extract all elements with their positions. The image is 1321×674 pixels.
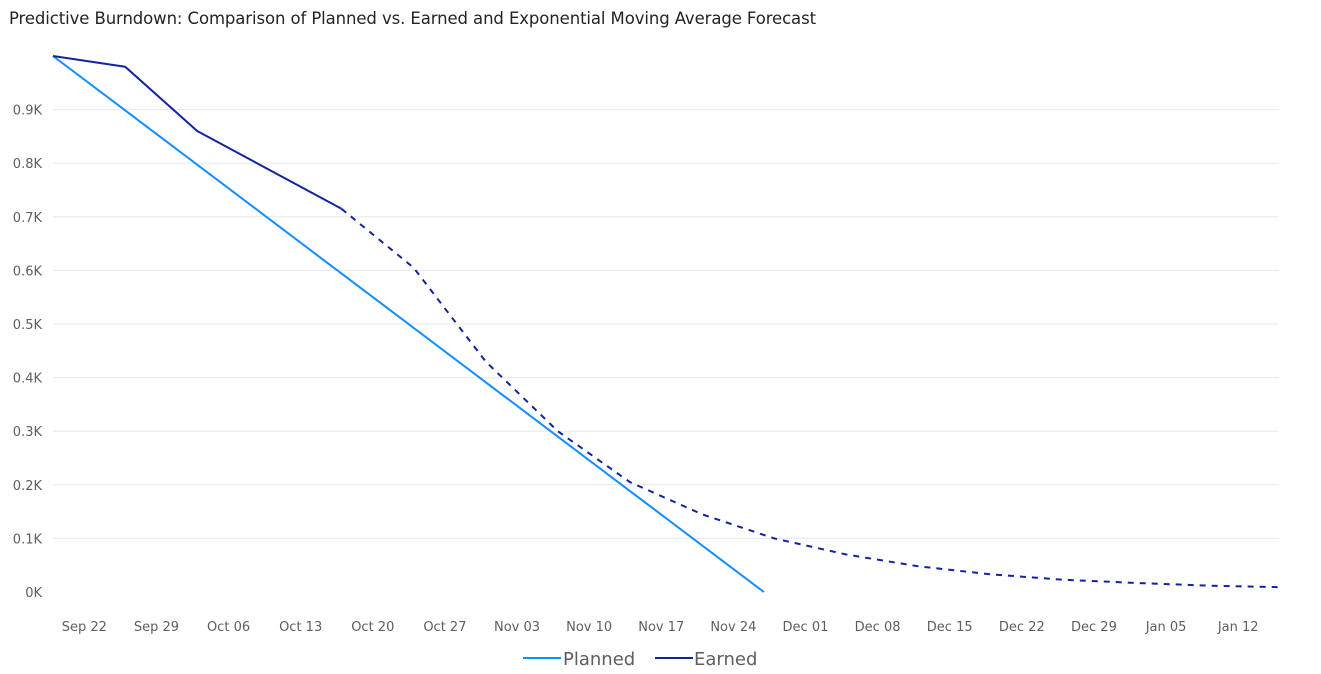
y-tick-label: 0.8K <box>13 157 43 172</box>
x-tick-label: Nov 10 <box>566 620 612 635</box>
x-tick-label: Dec 01 <box>783 620 829 635</box>
earned-line[interactable] <box>52 55 342 210</box>
legend-label-earned[interactable]: Earned <box>694 649 757 670</box>
x-tick-label: Jan 12 <box>1217 620 1259 635</box>
x-tick-label: Oct 20 <box>351 620 394 635</box>
legend[interactable]: Planned Earned <box>523 649 757 670</box>
planned-line[interactable] <box>52 55 765 593</box>
y-tick-label: 0.6K <box>13 264 43 279</box>
x-tick-label: Nov 17 <box>638 620 684 635</box>
y-tick-label: 0.2K <box>13 479 43 494</box>
x-tick-label: Dec 08 <box>855 620 901 635</box>
x-tick-label: Dec 29 <box>1071 620 1117 635</box>
x-tick-label: Oct 06 <box>207 620 250 635</box>
x-tick-label: Dec 22 <box>999 620 1045 635</box>
y-tick-label: 0K <box>25 586 42 601</box>
legend-label-planned[interactable]: Planned <box>563 649 635 670</box>
x-tick-label: Sep 29 <box>134 620 179 635</box>
x-tick-label: Jan 05 <box>1145 620 1187 635</box>
y-tick-label: 0.9K <box>13 104 43 119</box>
series <box>52 55 1280 593</box>
y-tick-label: 0.1K <box>13 532 43 547</box>
forecast-line[interactable] <box>340 208 1280 589</box>
x-tick-label: Nov 03 <box>494 620 540 635</box>
x-tick-label: Dec 15 <box>927 620 973 635</box>
y-tick-label: 0.7K <box>13 211 43 226</box>
y-tick-label: 0.5K <box>13 318 43 333</box>
grid-lines <box>53 109 1279 539</box>
y-tick-label: 0.3K <box>13 425 43 440</box>
x-axis: Sep 22 Sep 29 Oct 06 Oct 13 Oct 20 Oct 27 Nov … <box>62 620 1259 635</box>
y-tick-label: 0.4K <box>13 372 43 387</box>
x-tick-label: Oct 13 <box>279 620 322 635</box>
x-tick-label: Sep 22 <box>62 620 107 635</box>
y-axis: 0K 0.1K 0.2K 0.3K 0.4K 0.5K 0.6K 0.7K 0.8K 0.9K <box>13 104 43 601</box>
x-tick-label: Oct 27 <box>423 620 466 635</box>
chart-title: Predictive Burndown: Comparison of Plann… <box>9 9 816 28</box>
x-tick-label: Nov 24 <box>710 620 756 635</box>
